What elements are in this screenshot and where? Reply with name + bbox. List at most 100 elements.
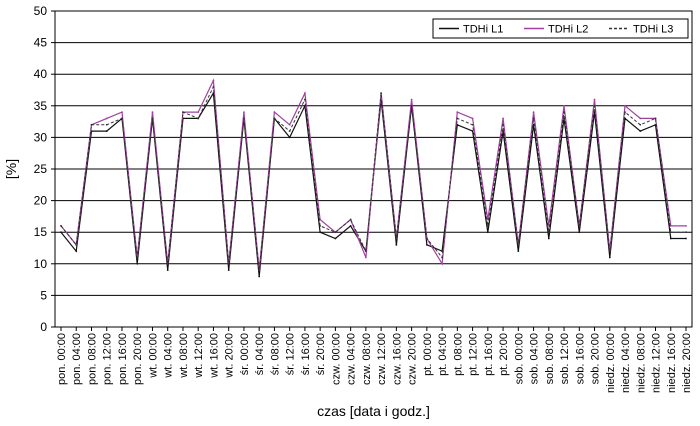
y-tick-label: 30: [34, 130, 48, 144]
data-point: [456, 111, 459, 114]
data-point: [121, 111, 123, 114]
data-point: [547, 231, 550, 234]
data-point: [288, 123, 291, 126]
data-point: [471, 123, 474, 126]
data-point: [669, 237, 672, 240]
x-tick-label: sob. 04:00: [529, 333, 541, 384]
data-point: [685, 237, 687, 240]
data-point: [136, 256, 139, 259]
x-tick-label: sob. 00:00: [513, 333, 525, 384]
data-point: [227, 269, 230, 272]
data-point: [319, 231, 322, 234]
x-tick-label: czw. 12:00: [376, 333, 388, 385]
x-tick-label: pt. 12:00: [468, 333, 480, 376]
x-tick-label: niedz. 20:00: [681, 333, 693, 393]
x-tick-label: pon. 04:00: [71, 333, 83, 385]
data-point: [685, 231, 687, 234]
data-point: [685, 224, 687, 227]
data-point: [105, 123, 108, 126]
data-point: [624, 111, 626, 114]
data-point: [608, 250, 611, 253]
data-point: [532, 111, 535, 114]
data-point: [578, 224, 581, 227]
data-point: [60, 231, 62, 234]
data-point: [624, 104, 626, 107]
data-point: [334, 237, 337, 240]
data-point: [166, 262, 169, 265]
legend-box: [432, 18, 689, 39]
y-tick-label: 45: [34, 36, 48, 50]
data-point: [166, 269, 169, 272]
data-point: [593, 104, 596, 107]
x-tick-label: pt. 08:00: [452, 333, 464, 376]
x-tick-label: czw. 00:00: [330, 333, 342, 385]
x-tick-label: niedz. 16:00: [666, 333, 678, 393]
data-point: [425, 237, 428, 240]
x-tick-label: sob. 16:00: [574, 333, 586, 384]
y-tick-label: 40: [34, 67, 48, 81]
data-point: [563, 104, 565, 107]
x-tick-label: pt. 16:00: [483, 333, 495, 376]
y-tick-label: 15: [34, 225, 48, 239]
data-point: [75, 250, 78, 253]
y-tick-label: 5: [40, 288, 47, 302]
data-point: [395, 237, 398, 240]
data-point: [105, 117, 108, 120]
data-point: [258, 275, 261, 278]
data-point: [502, 123, 504, 126]
legend-label: TDHi L3: [633, 24, 673, 36]
data-point: [60, 224, 62, 227]
x-tick-label: niedz. 04:00: [620, 333, 632, 393]
data-point: [517, 243, 520, 246]
data-point: [456, 123, 459, 126]
data-point: [517, 250, 520, 253]
x-tick-label: wt. 16:00: [208, 333, 220, 379]
x-tick-label: pon. 20:00: [132, 333, 144, 385]
data-point: [121, 117, 123, 120]
x-tick-label: śr. 16:00: [300, 333, 312, 375]
data-point: [227, 262, 230, 265]
x-tick-label: czw. 04:00: [346, 333, 358, 385]
data-point: [532, 117, 535, 120]
x-tick-label: pon. 08:00: [86, 333, 98, 385]
x-axis-ticks: pon. 00:00 pon. 04:00 pon. 08:00 pon. 12:00…: [56, 327, 693, 393]
data-point: [197, 117, 200, 120]
x-tick-label: pon. 00:00: [56, 333, 68, 385]
y-axis-ticks: 0 5 10 15 20 25 30 35 40 45 50: [34, 4, 55, 334]
data-point: [639, 130, 642, 132]
data-point: [90, 123, 93, 126]
data-point: [410, 98, 413, 101]
x-tick-label: wt. 00:00: [147, 333, 159, 379]
series-lines: [60, 78, 687, 278]
data-point: [364, 250, 367, 253]
data-point: [258, 269, 261, 272]
x-tick-label: śr. 00:00: [239, 333, 251, 375]
x-tick-label: śr. 08:00: [269, 333, 281, 375]
data-point: [547, 237, 550, 240]
y-tick-label: 0: [40, 320, 47, 334]
data-point: [395, 243, 398, 246]
data-point: [441, 262, 443, 265]
data-point: [288, 130, 291, 132]
data-point: [486, 231, 489, 234]
x-tick-label: sob. 20:00: [590, 333, 602, 384]
y-tick-label: 50: [34, 4, 48, 18]
data-point: [212, 79, 215, 82]
data-point: [319, 224, 322, 227]
data-point: [212, 85, 215, 88]
x-tick-label: czw. 08:00: [361, 333, 373, 385]
data-point: [182, 111, 184, 114]
data-point: [334, 231, 337, 234]
x-tick-label: śr. 20:00: [315, 333, 327, 375]
data-point: [349, 224, 352, 227]
x-tick-label: czw. 20:00: [407, 333, 419, 385]
x-axis-label: czas [data i godz.]: [317, 403, 430, 419]
x-tick-label: pt. 00:00: [422, 333, 434, 376]
x-tick-label: śr. 12:00: [285, 333, 297, 375]
data-point: [151, 117, 154, 120]
data-point: [75, 243, 78, 246]
x-tick-label: wt. 20:00: [224, 333, 236, 379]
data-point: [410, 104, 413, 107]
x-tick-label: wt. 12:00: [193, 333, 205, 379]
